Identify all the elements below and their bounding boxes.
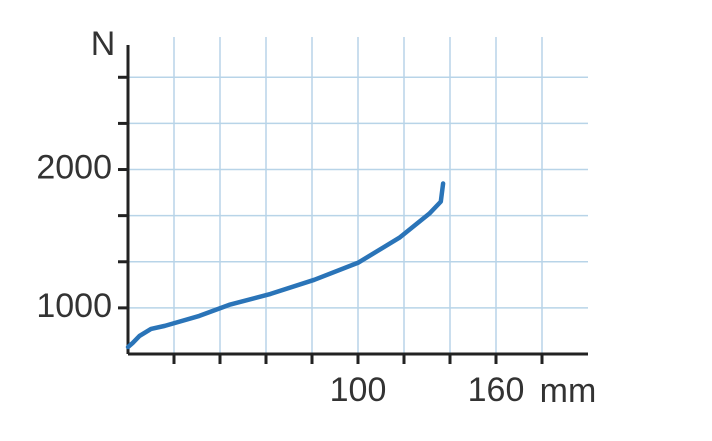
data-line xyxy=(125,181,446,350)
x-tick-label: 160 xyxy=(468,371,525,409)
y-axis-label: N xyxy=(91,25,116,63)
x-tick-label: 100 xyxy=(330,371,387,409)
y-tick-label: 1000 xyxy=(36,287,112,325)
y-tick-label: 2000 xyxy=(36,149,112,187)
x-axis-label: mm xyxy=(540,372,597,410)
